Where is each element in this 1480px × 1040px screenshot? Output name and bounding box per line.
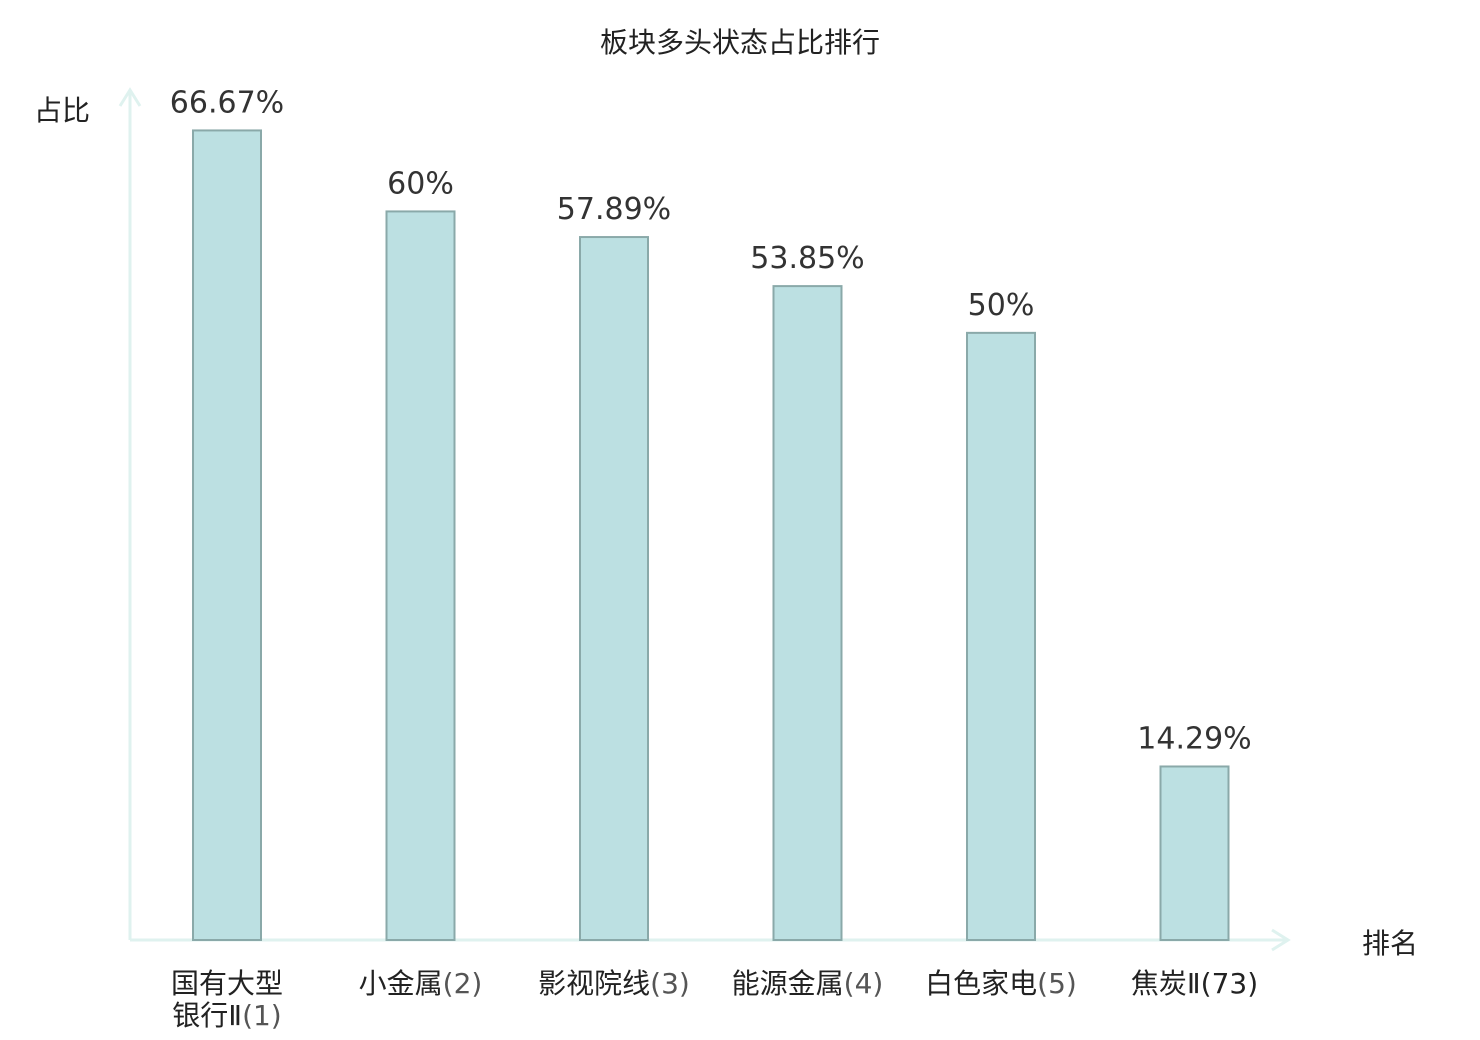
category-rank: (1) [242,999,282,1032]
bar-1 [192,129,262,941]
value-label-3: 57.89% [557,192,671,227]
value-labels-group: 66.67% 60% 57.89% 53.85% 50% 14.29% [170,85,1252,756]
category-label-4: 能源金属(4) [732,967,884,1000]
bar-2 [385,210,456,941]
category-label-1-line-1: 国有大型 [171,967,283,1000]
category-name: 焦炭Ⅱ [1131,967,1201,1000]
category-label-2: 小金属(2) [359,967,483,1000]
bar-6 [1159,765,1230,941]
category-label-6: 焦炭Ⅱ(73) [1131,967,1258,1000]
category-name: 能源金属 [732,967,844,1000]
y-axis-arrow [118,87,142,107]
x-axis-label: 排名 [1362,927,1418,960]
category-rank: (73) [1201,967,1258,1000]
bar-4 [772,285,843,942]
value-label-6: 14.29% [1137,721,1251,756]
category-name: 国有大型 [171,967,283,1000]
value-label-2: 60% [387,166,454,201]
bar-3 [579,236,649,942]
category-label-5: 白色家电(5) [925,967,1077,1000]
category-rank: (4) [844,967,884,1000]
category-name: 影视院线 [538,967,650,1000]
category-name: 小金属 [359,967,443,1000]
category-rank: (2) [443,967,483,1000]
value-label-4: 53.85% [750,241,864,276]
value-label-1: 66.67% [170,85,284,120]
category-rank: (3) [650,967,690,1000]
bars-group [192,129,1230,942]
x-axis-arrow [1271,928,1291,952]
value-label-5: 50% [968,288,1035,323]
category-label-1-line-2: 银行Ⅱ(1) [172,999,281,1032]
category-label-3: 影视院线(3) [538,967,690,1000]
y-axis [118,87,142,940]
bar-5 [966,331,1036,942]
chart-title: 板块多头状态占比排行 [600,26,880,59]
category-name: 白色家电 [925,967,1037,1000]
category-name: 银行Ⅱ [172,999,242,1032]
category-rank: (5) [1037,967,1077,1000]
y-axis-label: 占比 [34,94,90,127]
x-axis [130,928,1291,952]
